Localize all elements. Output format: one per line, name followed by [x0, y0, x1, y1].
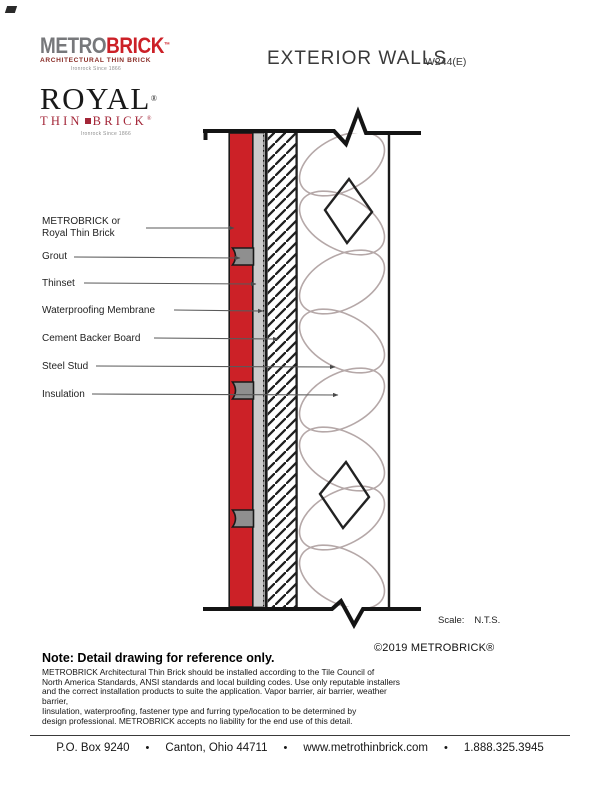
bullet-separator: •	[145, 742, 150, 754]
royal-wordmark-text: ROYAL	[40, 81, 151, 116]
footer-website: www.metrothinbrick.com	[303, 742, 428, 754]
label-backer-board: Cement Backer Board	[42, 333, 141, 344]
footer-contact-bar: P.O. Box 9240 • Canton, Ohio 44711 • www…	[0, 742, 600, 754]
metrobrick-wordmark-brick: BRICK	[106, 33, 164, 58]
copyright-text: ©2019 METROBRICK®	[374, 642, 495, 654]
steel-stud-diamonds	[318, 176, 374, 530]
sheet-title: EXTERIOR WALLS	[267, 48, 448, 69]
insulation-batt-pattern	[298, 133, 386, 607]
royal-tagline: Ironrock Since 1866	[80, 131, 132, 137]
bullet-separator: •	[283, 742, 288, 754]
metrobrick-wordmark: METROBRICK™	[40, 33, 170, 58]
brick-veneer-layer	[228, 132, 254, 608]
label-steel-stud: Steel Stud	[42, 361, 89, 372]
royal-registered-mark: ®	[150, 94, 159, 103]
cement-backer-board-hatch	[267, 133, 298, 607]
break-line-top	[203, 106, 421, 148]
note-line: Iinsulation, waterproofing, fastener typ…	[42, 705, 357, 716]
metrobrick-subtitle: ARCHITECTURAL THIN BRICK	[40, 57, 152, 64]
note-line: design professional. METROBRICK accepts …	[42, 715, 353, 726]
metrobrick-logo: METROBRICK™ ARCHITECTURAL THIN BRICK Iro…	[40, 33, 190, 73]
footer-po-box: P.O. Box 9240	[56, 742, 130, 754]
scale-label: Scale:	[438, 615, 465, 626]
royal-square-icon	[84, 118, 91, 124]
bullet-separator: •	[443, 742, 448, 754]
break-line-bottom	[203, 597, 421, 630]
note-heading: Note: Detail drawing for reference only.	[42, 651, 275, 665]
label-insulation: Insulation	[42, 389, 85, 400]
royal-subtitle-brick: BRICK	[92, 114, 147, 128]
footer-city: Canton, Ohio 44711	[165, 742, 268, 754]
scale-note: Scale: N.T.S.	[438, 615, 500, 626]
metrobrick-tagline: Ironrock Since 1866	[70, 66, 122, 72]
note-line: METROBRICK Architectural Thin Brick shou…	[42, 667, 375, 677]
royal-wordmark: ROYAL®	[40, 81, 200, 116]
label-brick: METROBRICK or Royal Thin Brick	[42, 216, 121, 239]
scale-value: N.T.S.	[474, 615, 501, 626]
note-line: North America Standards, ANSI standards …	[42, 676, 400, 687]
metrobrick-trademark: ™	[163, 42, 170, 49]
royal-subtitle: THIN BRICK®	[40, 114, 200, 129]
royal-subtitle-thin: THIN	[40, 114, 83, 128]
royal-thin-brick-logo: ROYAL® THIN BRICK® Ironrock Since 1866	[40, 81, 200, 137]
metrobrick-wordmark-metro: METRO	[40, 33, 107, 58]
leader-lines	[73, 225, 339, 398]
waterproofing-membrane-line	[263, 133, 268, 607]
sheet-code: W244(E)	[425, 56, 467, 68]
footer-phone: 1.888.325.3945	[463, 742, 544, 754]
label-thinset: Thinset	[42, 278, 75, 289]
note-body: METROBRICK Architectural Thin Brick shou…	[42, 667, 402, 726]
label-grout: Grout	[42, 251, 68, 262]
royal-subtitle-registered-mark: ®	[146, 116, 152, 122]
thinset-layer	[252, 132, 265, 608]
label-waterproofing: Waterproofing Membrane	[42, 305, 156, 316]
note-line: and the correct installation products to…	[42, 686, 387, 707]
footer-divider	[30, 735, 570, 736]
